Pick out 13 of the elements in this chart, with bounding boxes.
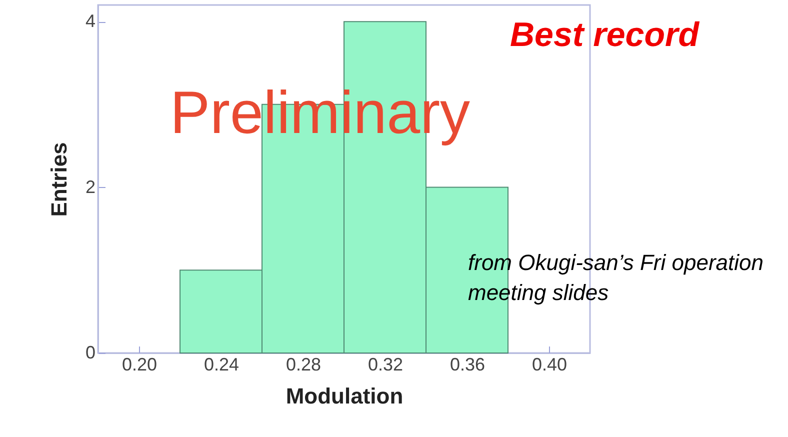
y-tick-label: 0	[85, 342, 96, 362]
x-tick-label: 0.40	[532, 354, 568, 374]
x-tick-label: 0.24	[204, 354, 240, 374]
y-tick-label: 2	[85, 176, 96, 197]
x-tick-label: 0.36	[450, 354, 486, 374]
y-tick-label: 4	[85, 11, 96, 32]
x-tick-label: 0.32	[368, 354, 404, 374]
x-tick-label: 0.28	[286, 354, 322, 374]
x-axis-title: Modulation	[286, 384, 404, 408]
y-axis-title: Entries	[46, 142, 72, 217]
annotation: from Okugi-san’s Fri operation meeting slides	[468, 249, 764, 307]
annotation: Best record	[510, 16, 699, 55]
x-tick-label: 0.20	[122, 354, 158, 374]
